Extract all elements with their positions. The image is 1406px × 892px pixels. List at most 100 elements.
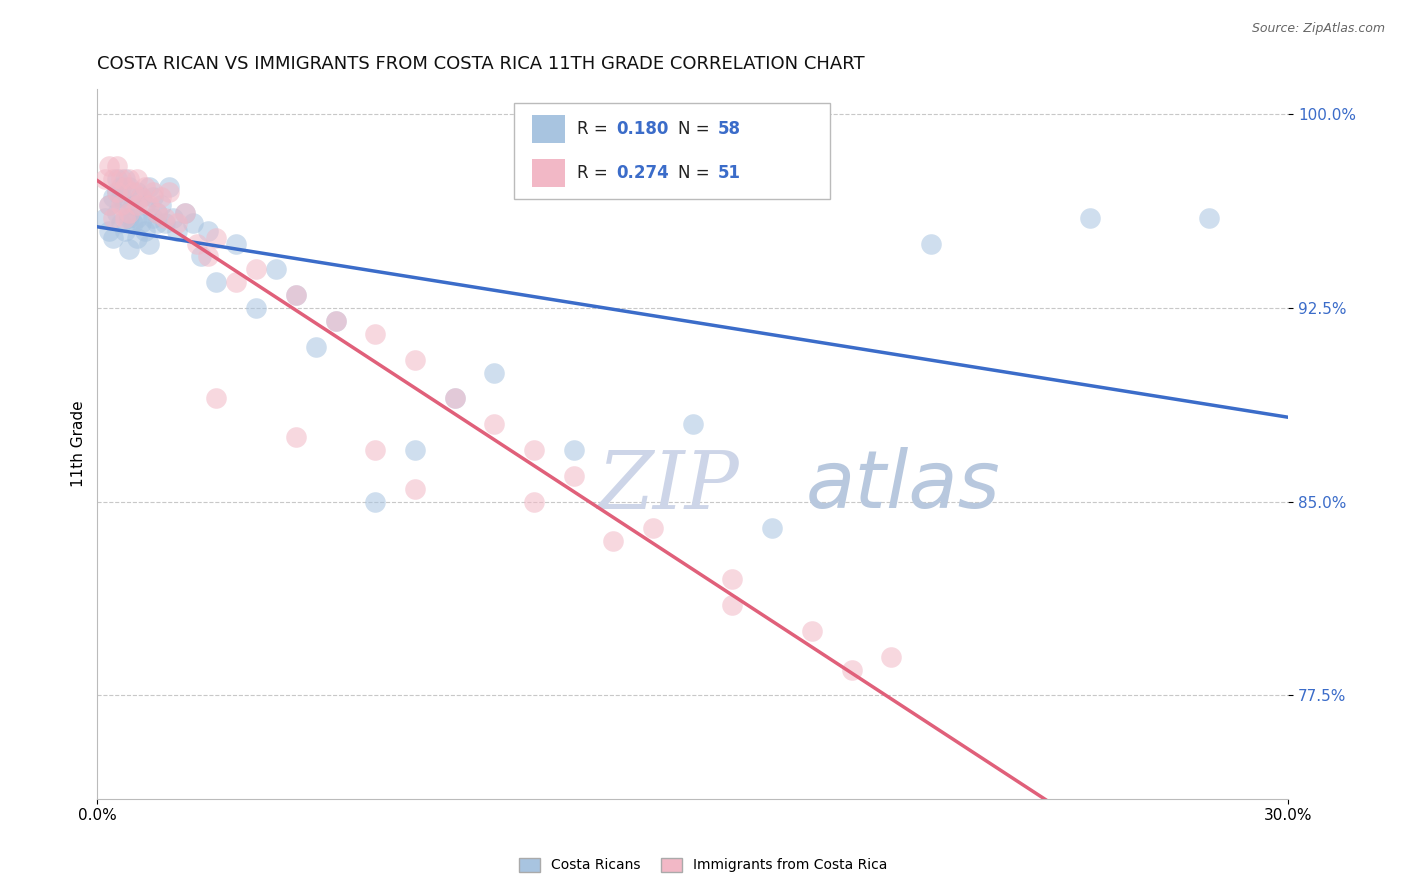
Point	[118, 211, 141, 225]
Point	[103, 172, 125, 186]
Point	[404, 482, 426, 496]
Point	[205, 275, 228, 289]
Point	[138, 198, 160, 212]
Point	[105, 185, 128, 199]
Point	[284, 288, 307, 302]
Point	[205, 392, 228, 406]
Point	[197, 249, 219, 263]
Text: N =: N =	[679, 164, 716, 182]
Point	[205, 231, 228, 245]
Point	[125, 231, 148, 245]
Point	[325, 314, 347, 328]
Point	[105, 172, 128, 186]
Point	[142, 185, 165, 199]
FancyBboxPatch shape	[515, 103, 830, 199]
Point	[562, 443, 585, 458]
Point	[364, 326, 387, 341]
Point	[162, 211, 184, 225]
Point	[880, 649, 903, 664]
FancyBboxPatch shape	[531, 159, 565, 187]
Point	[125, 211, 148, 225]
Point	[98, 224, 121, 238]
Point	[404, 443, 426, 458]
Point	[761, 520, 783, 534]
Point	[166, 216, 188, 230]
Point	[103, 231, 125, 245]
Point	[98, 198, 121, 212]
Point	[110, 190, 132, 204]
Point	[142, 190, 165, 204]
Point	[149, 190, 172, 204]
Point	[105, 159, 128, 173]
Point	[149, 198, 172, 212]
Text: atlas: atlas	[806, 447, 1001, 525]
Point	[142, 211, 165, 225]
Text: COSTA RICAN VS IMMIGRANTS FROM COSTA RICA 11TH GRADE CORRELATION CHART: COSTA RICAN VS IMMIGRANTS FROM COSTA RIC…	[97, 55, 865, 73]
Point	[125, 198, 148, 212]
Point	[197, 224, 219, 238]
FancyBboxPatch shape	[531, 115, 565, 144]
Point	[682, 417, 704, 432]
Point	[245, 262, 267, 277]
Point	[110, 216, 132, 230]
Point	[118, 179, 141, 194]
Point	[146, 205, 169, 219]
Point	[129, 216, 152, 230]
Point	[264, 262, 287, 277]
Point	[118, 172, 141, 186]
Point	[94, 211, 117, 225]
Text: Source: ZipAtlas.com: Source: ZipAtlas.com	[1251, 22, 1385, 36]
Point	[166, 224, 188, 238]
Point	[114, 211, 136, 225]
Point	[134, 224, 156, 238]
Point	[125, 172, 148, 186]
Point	[118, 242, 141, 256]
Point	[94, 172, 117, 186]
Point	[225, 236, 247, 251]
Point	[190, 249, 212, 263]
Point	[920, 236, 942, 251]
Point	[146, 205, 169, 219]
Point	[186, 236, 208, 251]
Point	[110, 179, 132, 194]
Point	[114, 198, 136, 212]
Point	[443, 392, 465, 406]
Point	[721, 598, 744, 612]
Text: R =: R =	[578, 164, 613, 182]
Text: N =: N =	[679, 120, 716, 138]
Point	[134, 179, 156, 194]
Point	[284, 288, 307, 302]
Point	[118, 205, 141, 219]
Point	[157, 179, 180, 194]
Point	[443, 392, 465, 406]
Point	[562, 469, 585, 483]
Point	[110, 198, 132, 212]
Point	[125, 185, 148, 199]
Point	[122, 185, 145, 199]
Point	[114, 224, 136, 238]
Point	[153, 216, 176, 230]
Text: R =: R =	[578, 120, 613, 138]
Point	[105, 185, 128, 199]
Point	[404, 352, 426, 367]
Point	[284, 430, 307, 444]
Legend: Costa Ricans, Immigrants from Costa Rica: Costa Ricans, Immigrants from Costa Rica	[513, 852, 893, 878]
Point	[129, 190, 152, 204]
Point	[129, 190, 152, 204]
Point	[114, 179, 136, 194]
Point	[134, 198, 156, 212]
Point	[1078, 211, 1101, 225]
Text: 51: 51	[717, 164, 741, 182]
Point	[98, 198, 121, 212]
Point	[523, 495, 546, 509]
Point	[110, 172, 132, 186]
Point	[523, 443, 546, 458]
Point	[364, 443, 387, 458]
Point	[484, 417, 506, 432]
Point	[484, 366, 506, 380]
Text: 0.180: 0.180	[616, 120, 669, 138]
Point	[602, 533, 624, 548]
Point	[122, 198, 145, 212]
Y-axis label: 11th Grade: 11th Grade	[72, 401, 86, 487]
Point	[305, 340, 328, 354]
